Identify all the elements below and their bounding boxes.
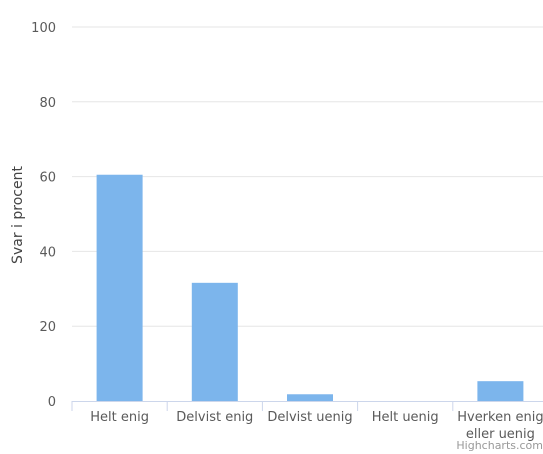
- y-tick-label: 80: [39, 96, 56, 111]
- y-tick-label: 100: [31, 21, 56, 36]
- x-tick-label: Delvist enig: [176, 410, 253, 425]
- x-tick-label-line: Helt uenig: [372, 410, 439, 425]
- bar-helt-enig[interactable]: [96, 174, 143, 401]
- x-tick-label: Delvist uenig: [267, 410, 352, 425]
- credits-link[interactable]: Highcharts.com: [456, 439, 543, 452]
- y-tick-label: 40: [39, 245, 56, 260]
- grid-lines: [72, 26, 543, 327]
- bars: [96, 174, 524, 401]
- x-tick-label-line: Delvist uenig: [267, 410, 352, 425]
- bar-delvist-uenig[interactable]: [287, 394, 333, 401]
- bar-delvist-enig[interactable]: [191, 282, 238, 401]
- x-tick-label-line: Delvist enig: [176, 410, 253, 425]
- x-tick-label-line: eller uenig: [466, 427, 535, 442]
- bar-hverken-enig-eller-uenig[interactable]: [477, 381, 524, 401]
- y-axis-title: Svar i procent: [10, 166, 26, 264]
- y-axis-ticks: 0 20 40 60 80 100: [31, 21, 56, 410]
- y-tick-label: 20: [39, 320, 56, 335]
- x-tick-label-line: Helt enig: [90, 410, 149, 425]
- x-tick-label-line: Hverken enig: [457, 410, 543, 425]
- x-tick-label: Helt enig: [90, 410, 149, 425]
- x-tick-label: Helt uenig: [372, 410, 439, 425]
- y-tick-label: 60: [39, 171, 56, 186]
- y-tick-label: 0: [48, 395, 56, 410]
- x-axis: [71, 401, 543, 411]
- x-tick-label: Hverken enig eller uenig: [457, 410, 543, 442]
- x-axis-ticks: Helt enig Delvist enig Delvist uenig Helt u…: [90, 410, 543, 442]
